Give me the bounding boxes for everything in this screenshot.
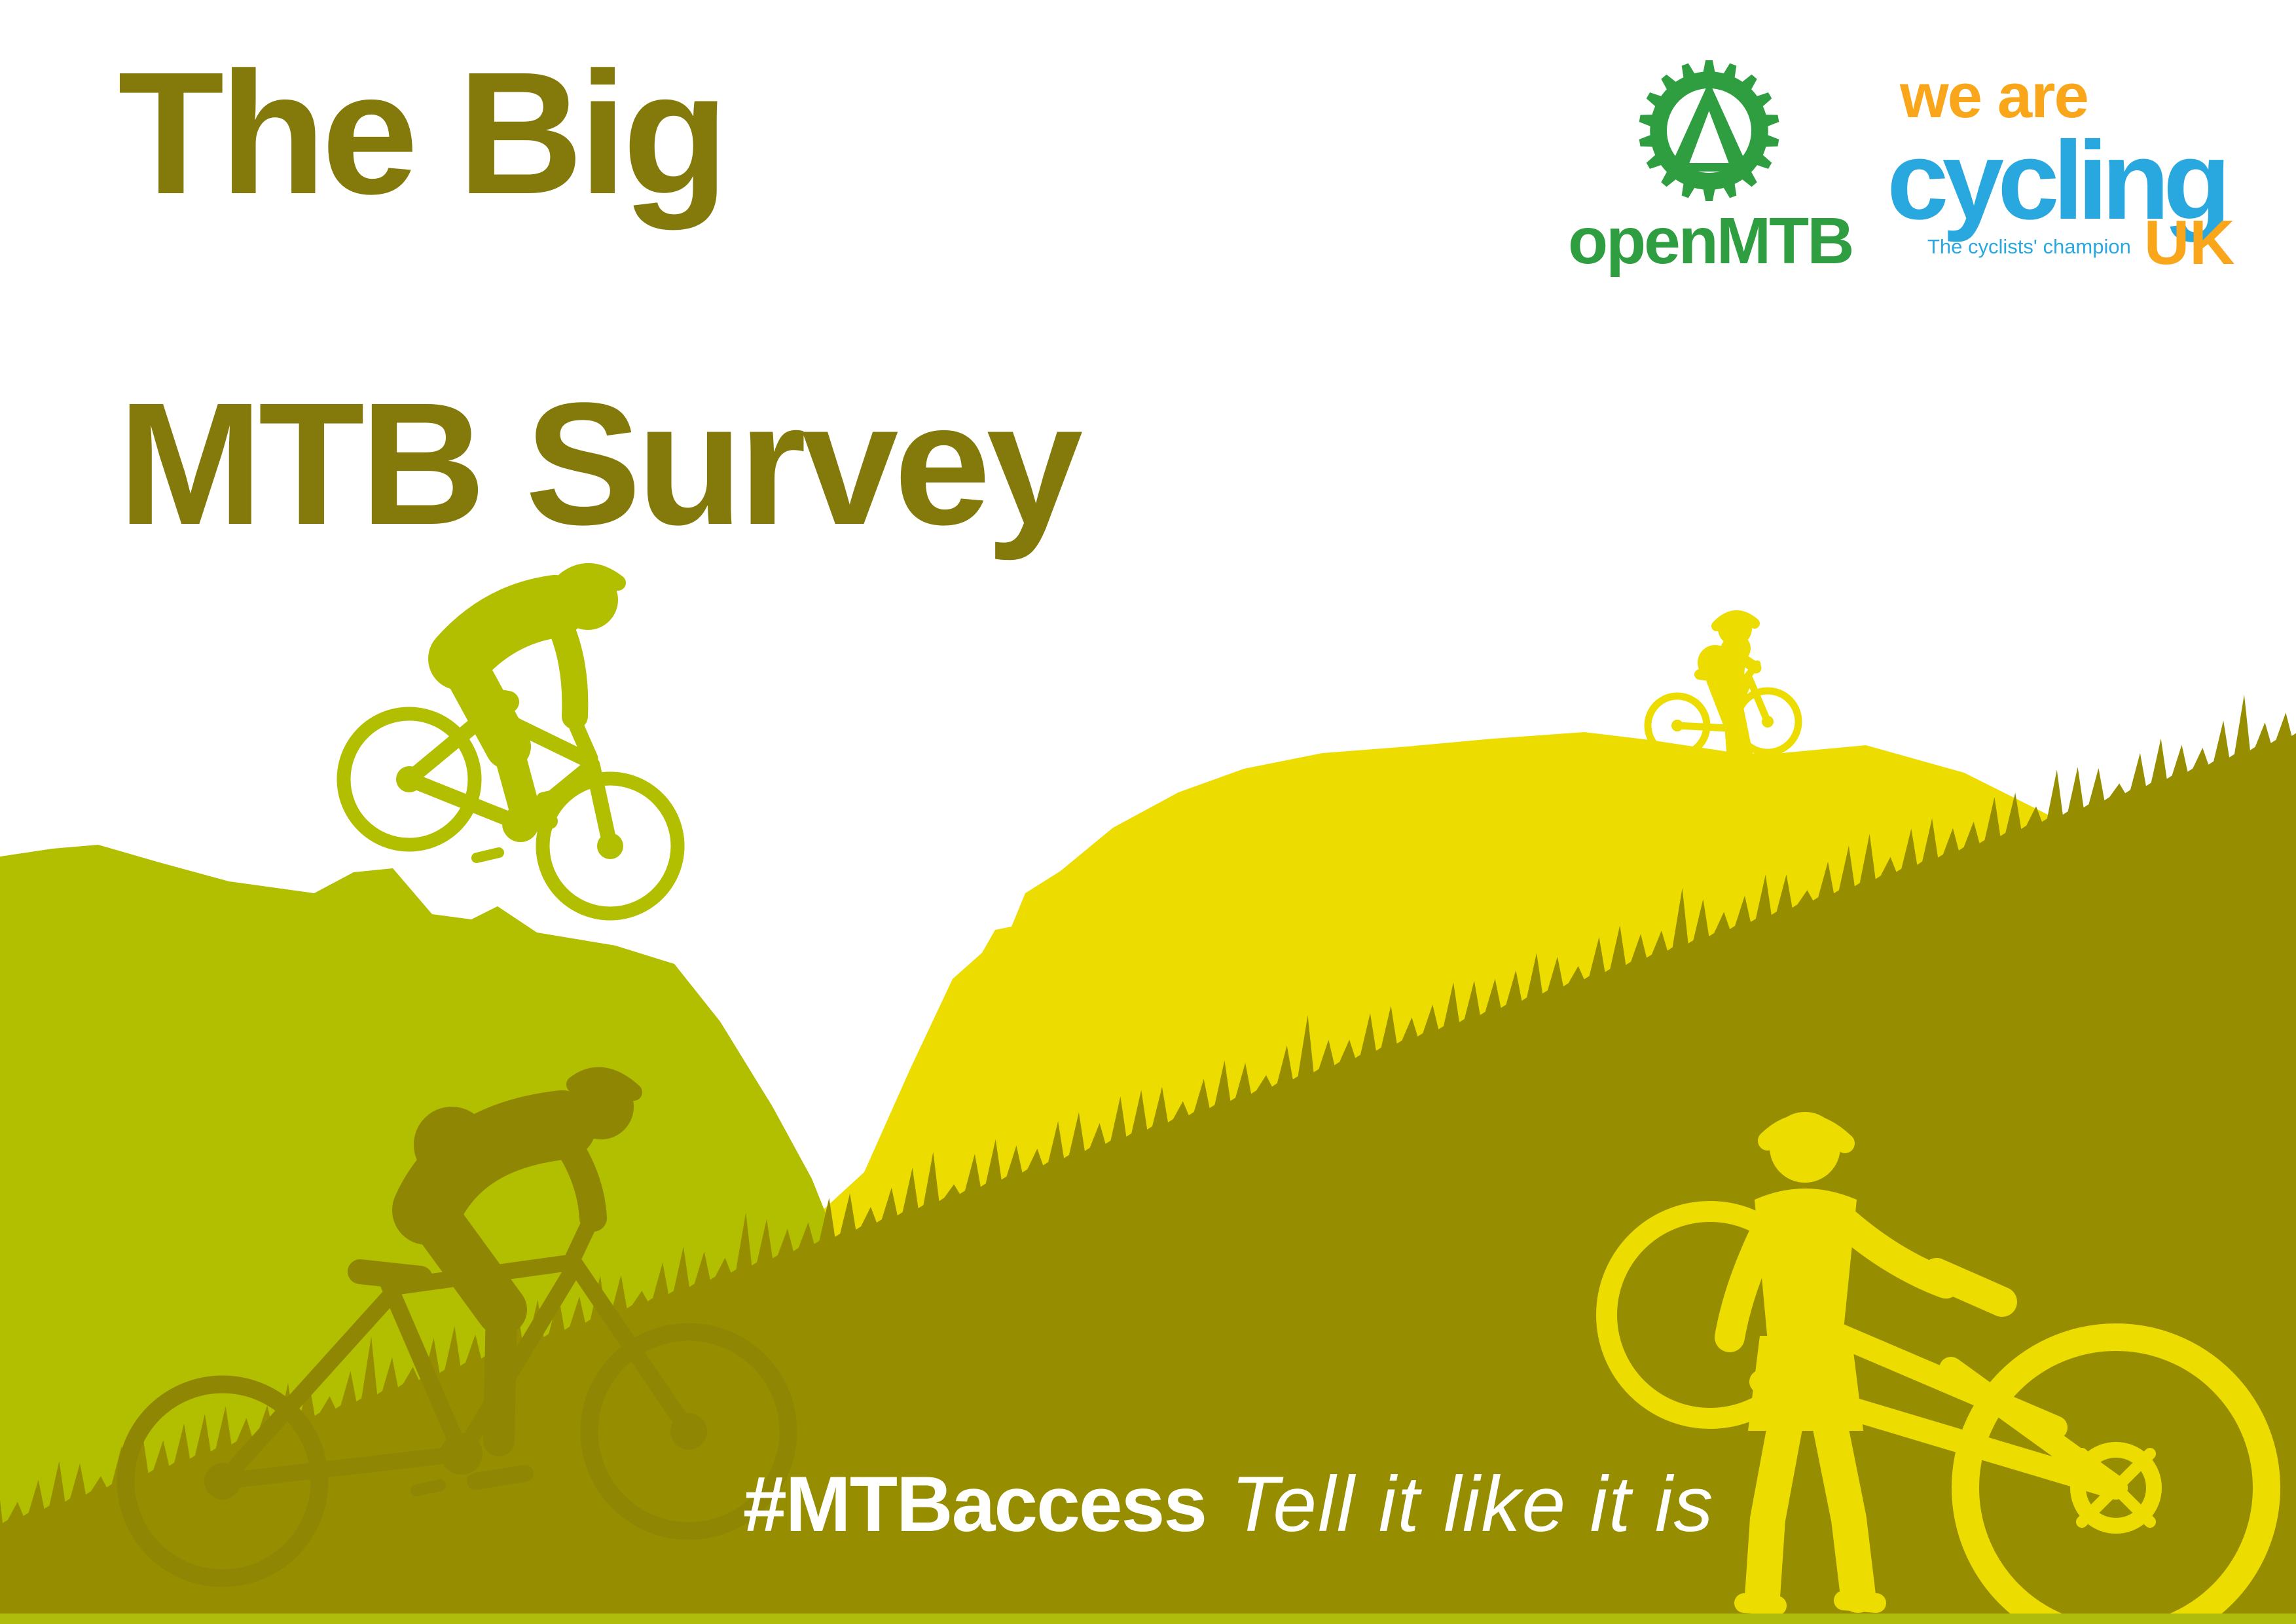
cycling-uk-uk: UK: [2143, 207, 2235, 278]
downhill-rider-silhouette: [337, 563, 685, 921]
climbing-rider-silhouette: [117, 1067, 797, 1587]
walking-rider-with-bike-silhouette: [1596, 1112, 2280, 1624]
ridgeline-rider-silhouette: [1644, 610, 1802, 760]
openmtb-logo: openMTB: [1568, 60, 1854, 279]
cycling-uk-logo: we are cycling The cyclists' champion UK: [1887, 60, 2267, 278]
cycling-uk-bottom-row: The cyclists' champion UK: [1887, 207, 2267, 278]
gear-mountain-icon: [1639, 60, 1779, 201]
hashtag-text: #MTBaccess: [743, 1460, 1207, 1548]
title-line-1: The Big: [118, 36, 729, 231]
bottom-strip: [0, 1614, 2296, 1624]
title-line-2: MTB Survey: [118, 367, 1083, 562]
cycling-uk-cycling: cycling: [1887, 119, 2231, 243]
page-title: The Big MTB Survey: [118, 46, 1083, 551]
cycling-uk-we-are: we are: [1900, 61, 2089, 131]
olive-foreground-hill: [0, 694, 2296, 1624]
openmtb-wordmark: openMTB: [1568, 204, 1854, 278]
tagline-text: Tell it like it is: [1231, 1460, 1715, 1548]
hashtag-bar: #MTBaccess Tell it like it is: [743, 1459, 1715, 1549]
cycling-uk-tagline: The cyclists' champion: [1927, 235, 2131, 259]
